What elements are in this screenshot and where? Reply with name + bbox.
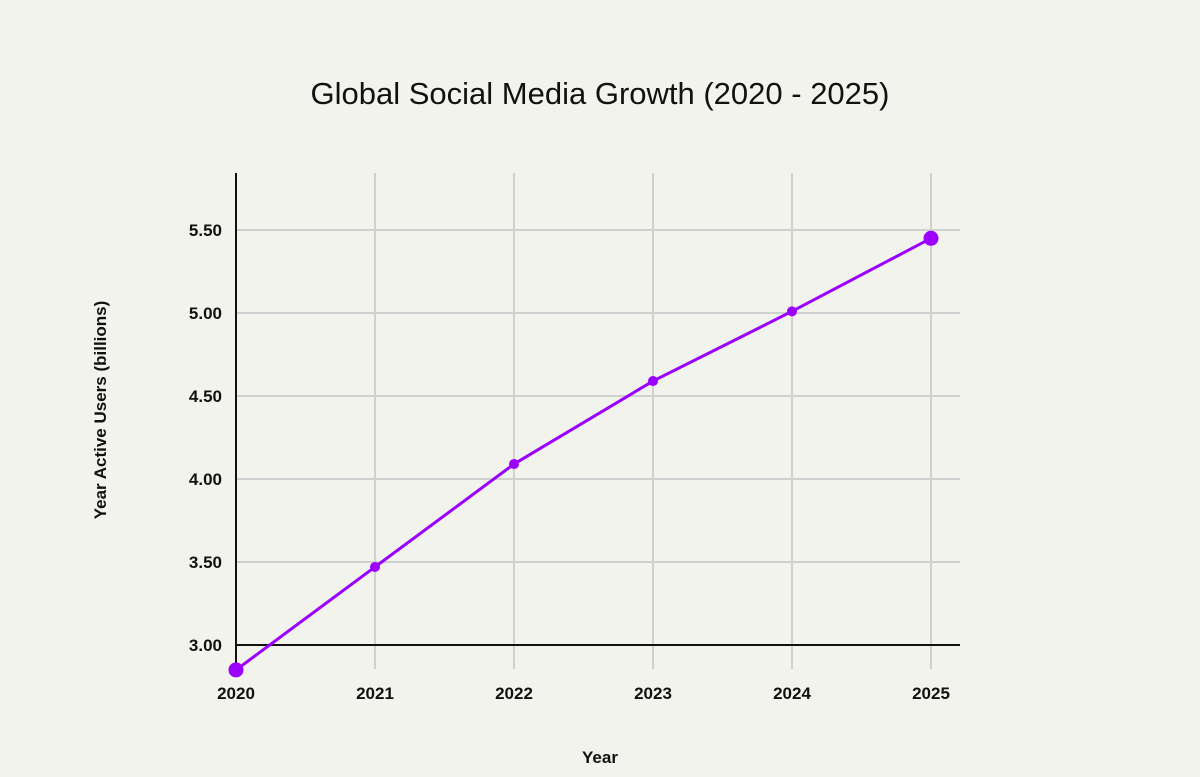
x-tick-label: 2025 <box>912 684 950 703</box>
series <box>228 230 939 678</box>
x-tick-labels: 2020 2021 2022 2023 2024 2025 <box>217 684 950 703</box>
x-tick-label: 2021 <box>356 684 394 703</box>
data-point <box>787 306 797 317</box>
data-point <box>648 376 658 387</box>
y-tick-labels: 3.00 3.50 4.00 4.50 5.00 5.50 <box>189 221 222 655</box>
x-tick-label: 2024 <box>773 684 811 703</box>
y-tick-label: 4.50 <box>189 387 222 406</box>
data-point <box>228 662 244 678</box>
grid <box>236 173 960 669</box>
y-tick-label: 5.00 <box>189 304 222 323</box>
x-tick-label: 2023 <box>634 684 672 703</box>
axes <box>235 173 960 669</box>
y-tick-label: 4.00 <box>189 470 222 489</box>
chart-title: Global Social Media Growth (2020 - 2025) <box>311 76 890 111</box>
x-tick-label: 2020 <box>217 684 255 703</box>
data-point <box>509 459 519 470</box>
y-tick-label: 5.50 <box>189 221 222 240</box>
x-tick-label: 2022 <box>495 684 533 703</box>
y-axis-label: Year Active Users (billions) <box>91 301 110 520</box>
y-tick-label: 3.00 <box>189 636 222 655</box>
series-line <box>235 236 932 672</box>
x-axis-label: Year <box>582 748 618 767</box>
data-point <box>923 230 939 246</box>
y-tick-label: 3.50 <box>189 553 222 572</box>
data-point <box>370 561 380 572</box>
